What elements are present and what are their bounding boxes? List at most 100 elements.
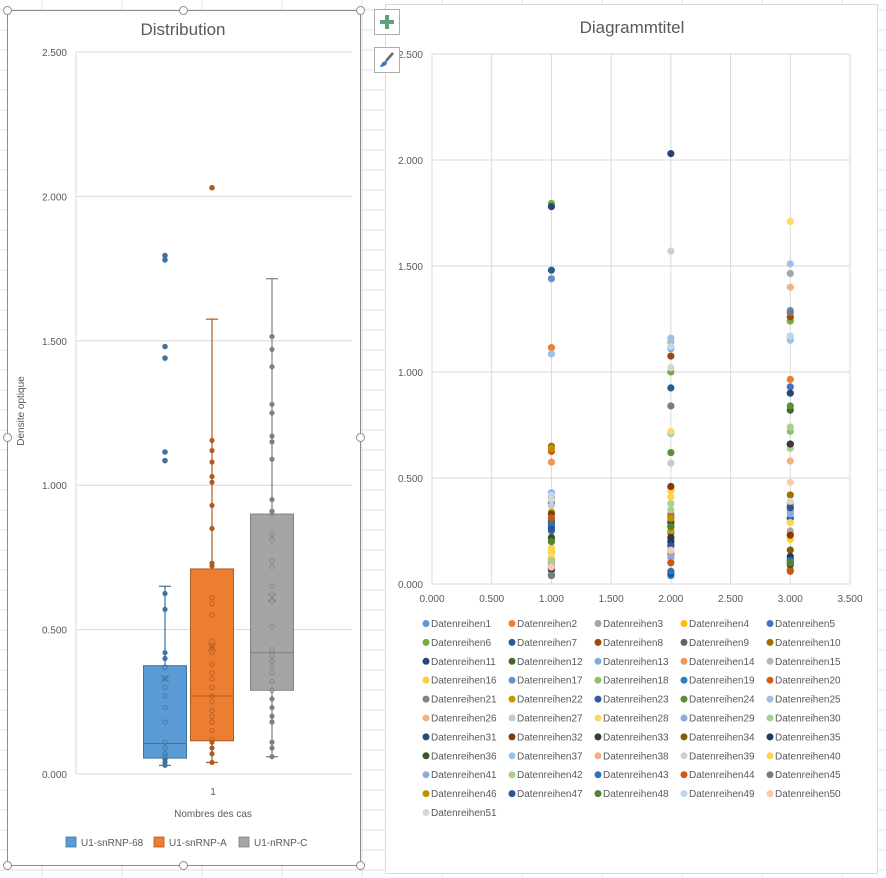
data-point bbox=[269, 624, 275, 630]
y-tick-label: 0.500 bbox=[42, 626, 67, 637]
plus-icon bbox=[380, 15, 394, 29]
data-point bbox=[209, 560, 215, 566]
data-point bbox=[209, 644, 215, 650]
legend-marker bbox=[594, 714, 602, 722]
legend-marker bbox=[766, 657, 774, 665]
x-tick-label: 1.000 bbox=[539, 594, 564, 605]
legend-label: Datenreihen37 bbox=[517, 751, 583, 762]
outlier-point bbox=[162, 343, 168, 350]
legend-item: Datenreihen39 bbox=[680, 751, 755, 762]
legend-marker bbox=[766, 733, 774, 741]
resize-handle-bl[interactable] bbox=[3, 861, 12, 870]
legend-label: Datenreihen7 bbox=[517, 638, 577, 649]
scatter-point bbox=[667, 459, 675, 467]
data-point bbox=[269, 647, 275, 653]
data-point bbox=[209, 459, 215, 465]
scatter-point bbox=[786, 518, 794, 527]
data-point bbox=[162, 606, 168, 612]
legend-item: Datenreihen10 bbox=[766, 638, 841, 649]
data-point bbox=[269, 401, 275, 407]
resize-handle-br[interactable] bbox=[356, 861, 365, 870]
scatter-point bbox=[786, 309, 794, 317]
scatter-point bbox=[667, 427, 675, 435]
data-point bbox=[209, 650, 215, 656]
scatter-point bbox=[547, 444, 556, 452]
legend-marker bbox=[766, 620, 774, 627]
legend-label: Datenreihen15 bbox=[775, 657, 841, 668]
legend-item: Datenreihen37 bbox=[508, 751, 583, 762]
scatter-point bbox=[786, 260, 794, 268]
scatter-point bbox=[547, 525, 556, 533]
resize-handle-tl[interactable] bbox=[3, 6, 12, 15]
data-point bbox=[209, 502, 215, 509]
scatter-chart[interactable]: Diagrammtitel 0.000 0.500 1.000 1.500 2.000 2… bbox=[385, 4, 878, 874]
scatter-point bbox=[667, 482, 675, 491]
legend-label: Datenreihen27 bbox=[517, 714, 583, 725]
legend-item: Datenreihen8 bbox=[594, 638, 663, 649]
scatter-point bbox=[786, 402, 794, 410]
legend-item: Datenreihen27 bbox=[508, 714, 583, 725]
legend-item: Datenreihen15 bbox=[766, 657, 841, 668]
resize-handle-bm[interactable] bbox=[179, 861, 188, 870]
scatter-point bbox=[547, 458, 556, 466]
legend-marker bbox=[680, 714, 688, 722]
legend-label: Datenreihen23 bbox=[603, 695, 669, 706]
data-point bbox=[269, 713, 275, 719]
legend-label: Datenreihen45 bbox=[775, 770, 841, 781]
data-point bbox=[209, 676, 215, 682]
mean-marker bbox=[207, 642, 217, 652]
legend-label: Datenreihen46 bbox=[431, 789, 497, 800]
data-point bbox=[209, 736, 215, 742]
scatter-point bbox=[667, 523, 675, 531]
box-series-3 bbox=[250, 278, 294, 760]
data-point bbox=[209, 447, 215, 454]
outlier-point bbox=[162, 457, 168, 464]
legend-item: Datenreihen26 bbox=[422, 714, 497, 725]
resize-handle-tm[interactable] bbox=[179, 6, 188, 15]
data-point bbox=[269, 696, 275, 702]
legend-marker bbox=[422, 676, 430, 684]
resize-handle-tr[interactable] bbox=[356, 6, 365, 15]
legend-label: Datenreihen10 bbox=[775, 638, 841, 649]
scatter-point bbox=[547, 495, 556, 503]
legend-marker bbox=[508, 676, 516, 684]
resize-handle-ml[interactable] bbox=[3, 433, 12, 442]
legend-label: Datenreihen43 bbox=[603, 770, 669, 781]
scatter-point bbox=[786, 389, 794, 397]
legend-item: Datenreihen1 bbox=[422, 619, 491, 630]
legend-label: Datenreihen6 bbox=[431, 638, 491, 649]
scatter-point bbox=[547, 538, 556, 546]
legend-item: Datenreihen38 bbox=[594, 751, 669, 762]
legend-label: Datenreihen29 bbox=[689, 714, 755, 725]
y-tick-label: 2.000 bbox=[42, 192, 67, 203]
legend-item: Datenreihen49 bbox=[680, 789, 755, 800]
y-tick-label: 2.000 bbox=[398, 156, 423, 167]
legend-item: U1-snRNP-68 bbox=[65, 836, 144, 849]
data-point bbox=[269, 704, 275, 711]
chart-styles-button[interactable] bbox=[374, 47, 400, 73]
x-tick-label: 1 bbox=[210, 787, 216, 798]
legend-marker bbox=[680, 733, 688, 741]
legend-label: U1-nRNP-C bbox=[254, 838, 307, 849]
legend-item: Datenreihen6 bbox=[422, 638, 491, 649]
legend-marker bbox=[594, 771, 602, 779]
legend-label: Datenreihen19 bbox=[689, 676, 755, 687]
legend-swatch bbox=[65, 836, 77, 848]
legend-item: Datenreihen35 bbox=[766, 732, 841, 743]
distribution-chart[interactable]: Distribution 0.000 0.500 1.000 1.500 2.000 2.… bbox=[7, 10, 361, 866]
y-axis-title: Densite optique bbox=[16, 376, 27, 446]
chart-title: Diagrammtitel bbox=[580, 18, 685, 37]
data-point bbox=[162, 704, 168, 711]
chart-elements-button[interactable] bbox=[374, 9, 400, 35]
legend-item: Datenreihen9 bbox=[680, 638, 749, 649]
legend-label: Datenreihen50 bbox=[775, 789, 841, 800]
legend-label: Datenreihen16 bbox=[431, 676, 497, 687]
resize-handle-mr[interactable] bbox=[356, 433, 365, 442]
legend-item: Datenreihen14 bbox=[680, 657, 755, 668]
y-tick-label: 2.500 bbox=[398, 50, 423, 61]
scatter-plot-svg: Diagrammtitel 0.000 0.500 1.000 1.500 2.000 2… bbox=[398, 18, 863, 819]
x-tick-label: 2.000 bbox=[658, 594, 683, 605]
y-tick-label: 1.500 bbox=[42, 337, 67, 348]
legend-label: Datenreihen17 bbox=[517, 676, 583, 687]
scatter-point bbox=[547, 501, 556, 510]
